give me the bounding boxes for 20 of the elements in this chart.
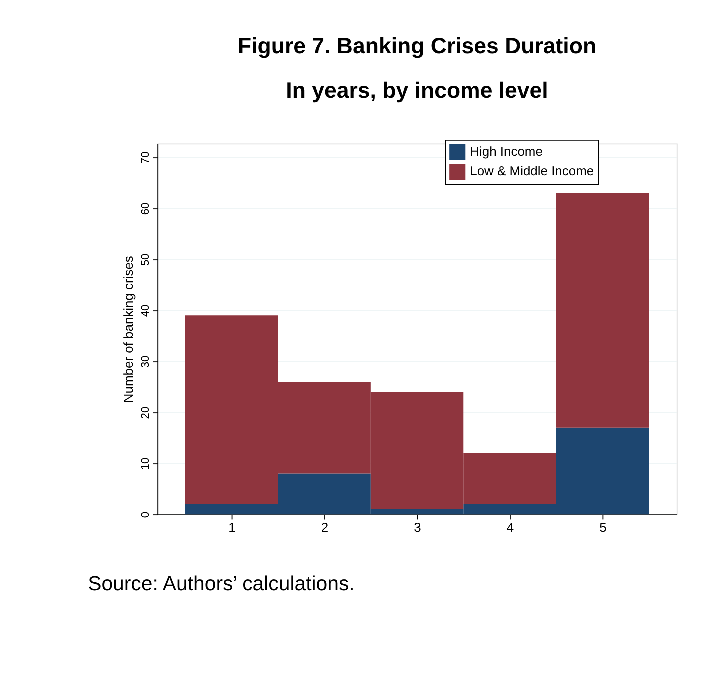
bar [556, 193, 650, 428]
y-tick-label: 50 [140, 254, 152, 266]
source-note: Source: Authors’ calculations. [88, 574, 355, 596]
y-tick-label: 60 [140, 202, 152, 216]
x-tick-label: 1 [228, 520, 236, 535]
legend-label: Low & Middle Income [470, 164, 594, 179]
y-tick-label: 20 [140, 406, 152, 420]
y-tick-label: 30 [140, 356, 152, 368]
x-tick-label: 2 [321, 520, 329, 535]
y-tick-label: 10 [140, 458, 152, 470]
chart-title: Figure 7. Banking Crises Duration [238, 33, 597, 58]
x-tick-label: 5 [600, 520, 607, 535]
y-axis-title: Number of banking crises [121, 256, 136, 404]
legend-label: High Income [470, 144, 543, 160]
y-tick-label: 40 [140, 304, 152, 318]
chart-subtitle: In years, by income level [286, 78, 548, 103]
x-tick-label: 4 [506, 520, 514, 535]
y-tick-label: 0 [140, 512, 152, 518]
y-tick-label: 70 [140, 152, 152, 164]
x-tick-label: 3 [414, 520, 422, 535]
